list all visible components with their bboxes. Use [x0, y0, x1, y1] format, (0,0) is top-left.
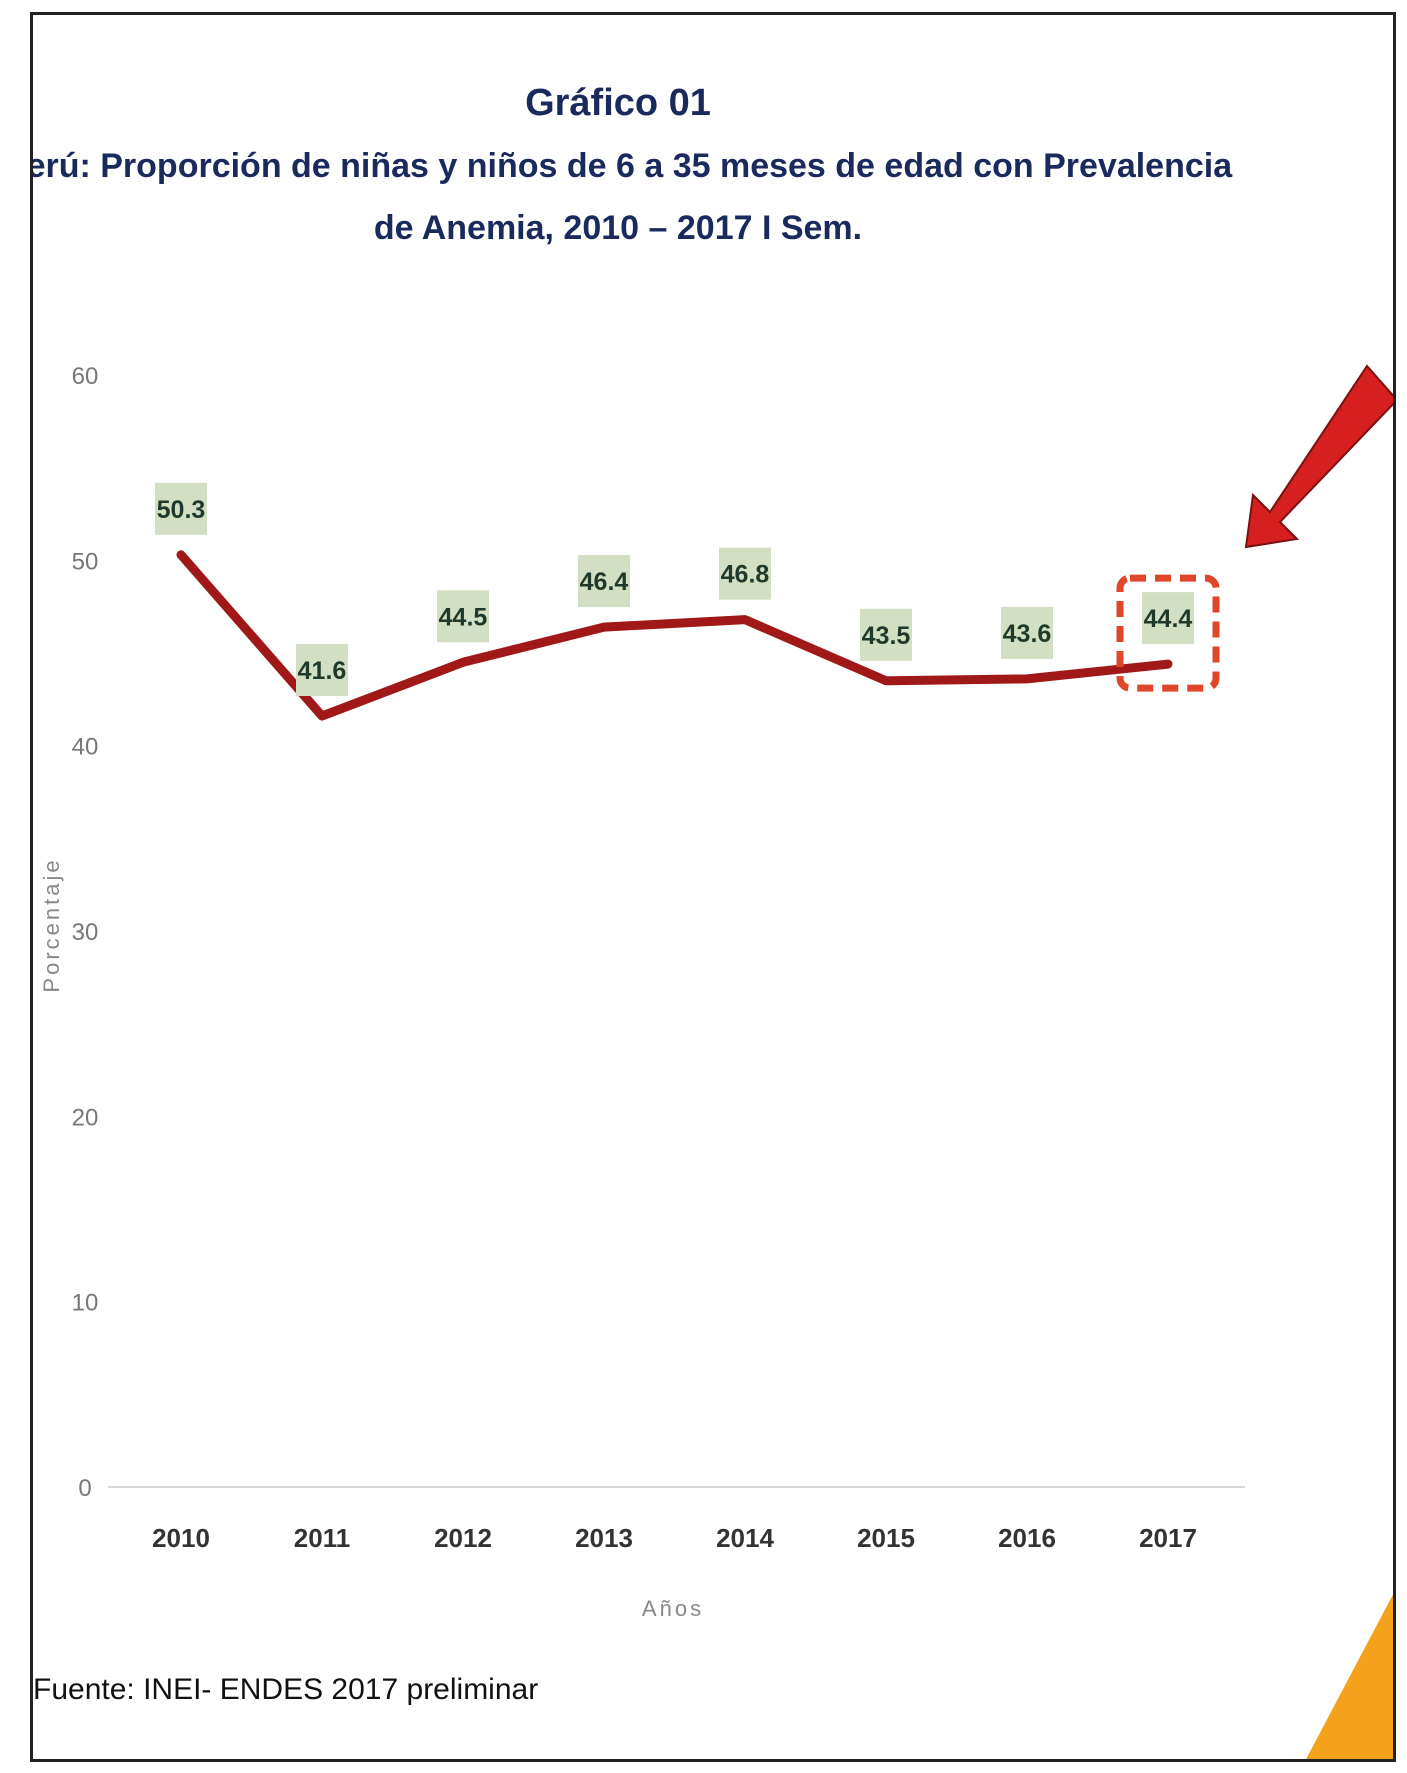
data-label: 44.5 — [437, 590, 489, 643]
data-point — [1165, 661, 1171, 668]
x-tick-label: 2010 — [152, 1523, 210, 1553]
chart-frame: Gráfico 01 Perú: Proporción de niñas y n… — [30, 12, 1396, 1762]
data-label-background — [437, 590, 489, 643]
data-labels: 50.3 41.6 44.5 46.4 46.8 43.5 43.6 44.4 — [155, 482, 1194, 697]
line-chart: Gráfico 01 Perú: Proporción de niñas y n… — [33, 82, 1393, 1759]
data-point — [319, 713, 325, 719]
x-tick-label: 2014 — [716, 1523, 774, 1553]
data-label: 43.6 — [1001, 606, 1053, 659]
y-axis-ticks: 0 10 20 30 40 50 60 — [72, 363, 99, 1502]
x-tick-label: 2017 — [1139, 1523, 1197, 1553]
data-point — [1024, 675, 1030, 682]
data-label: 46.4 — [578, 555, 630, 608]
x-tick-label: 2013 — [575, 1523, 633, 1553]
y-tick-label: 60 — [72, 363, 99, 390]
data-point — [178, 551, 184, 558]
data-label: 44.4 — [1142, 592, 1194, 645]
y-tick-label: 10 — [72, 1290, 99, 1317]
data-point — [742, 616, 748, 623]
y-tick-label: 40 — [72, 734, 99, 761]
x-tick-label: 2011 — [294, 1523, 350, 1553]
series-group — [176, 550, 1173, 721]
data-label-background — [1142, 592, 1194, 645]
x-tick-label: 2015 — [857, 1523, 915, 1553]
x-tick-label: 2016 — [998, 1523, 1056, 1553]
data-label-background — [296, 644, 348, 697]
y-tick-label: 50 — [72, 548, 99, 575]
data-label-text: 43.6 — [1003, 620, 1052, 648]
data-label: 46.8 — [719, 547, 771, 600]
data-label-text: 46.4 — [580, 568, 629, 596]
data-label-background — [155, 482, 207, 535]
data-point — [460, 659, 466, 666]
annotation-arrow-icon — [1244, 364, 1393, 549]
data-label-text: 44.5 — [439, 603, 488, 631]
y-tick-label: 0 — [78, 1475, 91, 1502]
y-axis-title: Porcentaje — [39, 857, 64, 992]
chart-subtitle-line-2: de Anemia, 2010 – 2017 I Sem. — [374, 209, 862, 247]
data-point — [601, 624, 607, 631]
y-tick-label: 30 — [72, 919, 99, 946]
x-axis-ticks: 2010 2011 2012 2013 2014 2015 2016 2017 — [152, 1523, 1197, 1553]
data-point — [883, 677, 889, 684]
data-label-background — [719, 547, 771, 600]
data-label-text: 46.8 — [721, 561, 770, 589]
data-label-background — [578, 555, 630, 608]
data-label-text: 50.3 — [157, 496, 206, 524]
data-label-text: 44.4 — [1144, 605, 1193, 633]
highlight-box — [1116, 574, 1220, 692]
corner-accent-shape — [1306, 1594, 1393, 1759]
data-label: 43.5 — [860, 608, 912, 661]
data-label-text: 41.6 — [298, 657, 347, 685]
data-label-background — [1001, 606, 1053, 659]
series-line — [176, 550, 1173, 721]
data-label: 41.6 — [296, 644, 348, 697]
data-label: 50.3 — [155, 482, 207, 535]
chart-title: Gráfico 01 — [525, 82, 711, 124]
chart-subtitle-line-1: Perú: Proporción de niñas y niños de 6 a… — [33, 147, 1233, 185]
y-tick-label: 20 — [72, 1104, 99, 1131]
data-label-text: 43.5 — [862, 622, 911, 650]
x-axis-title: Años — [642, 1596, 704, 1621]
x-tick-label: 2012 — [434, 1523, 492, 1553]
highlight-group — [1116, 574, 1220, 692]
data-label-background — [860, 608, 912, 661]
source-note: Fuente: INEI- ENDES 2017 preliminar — [33, 1673, 538, 1706]
